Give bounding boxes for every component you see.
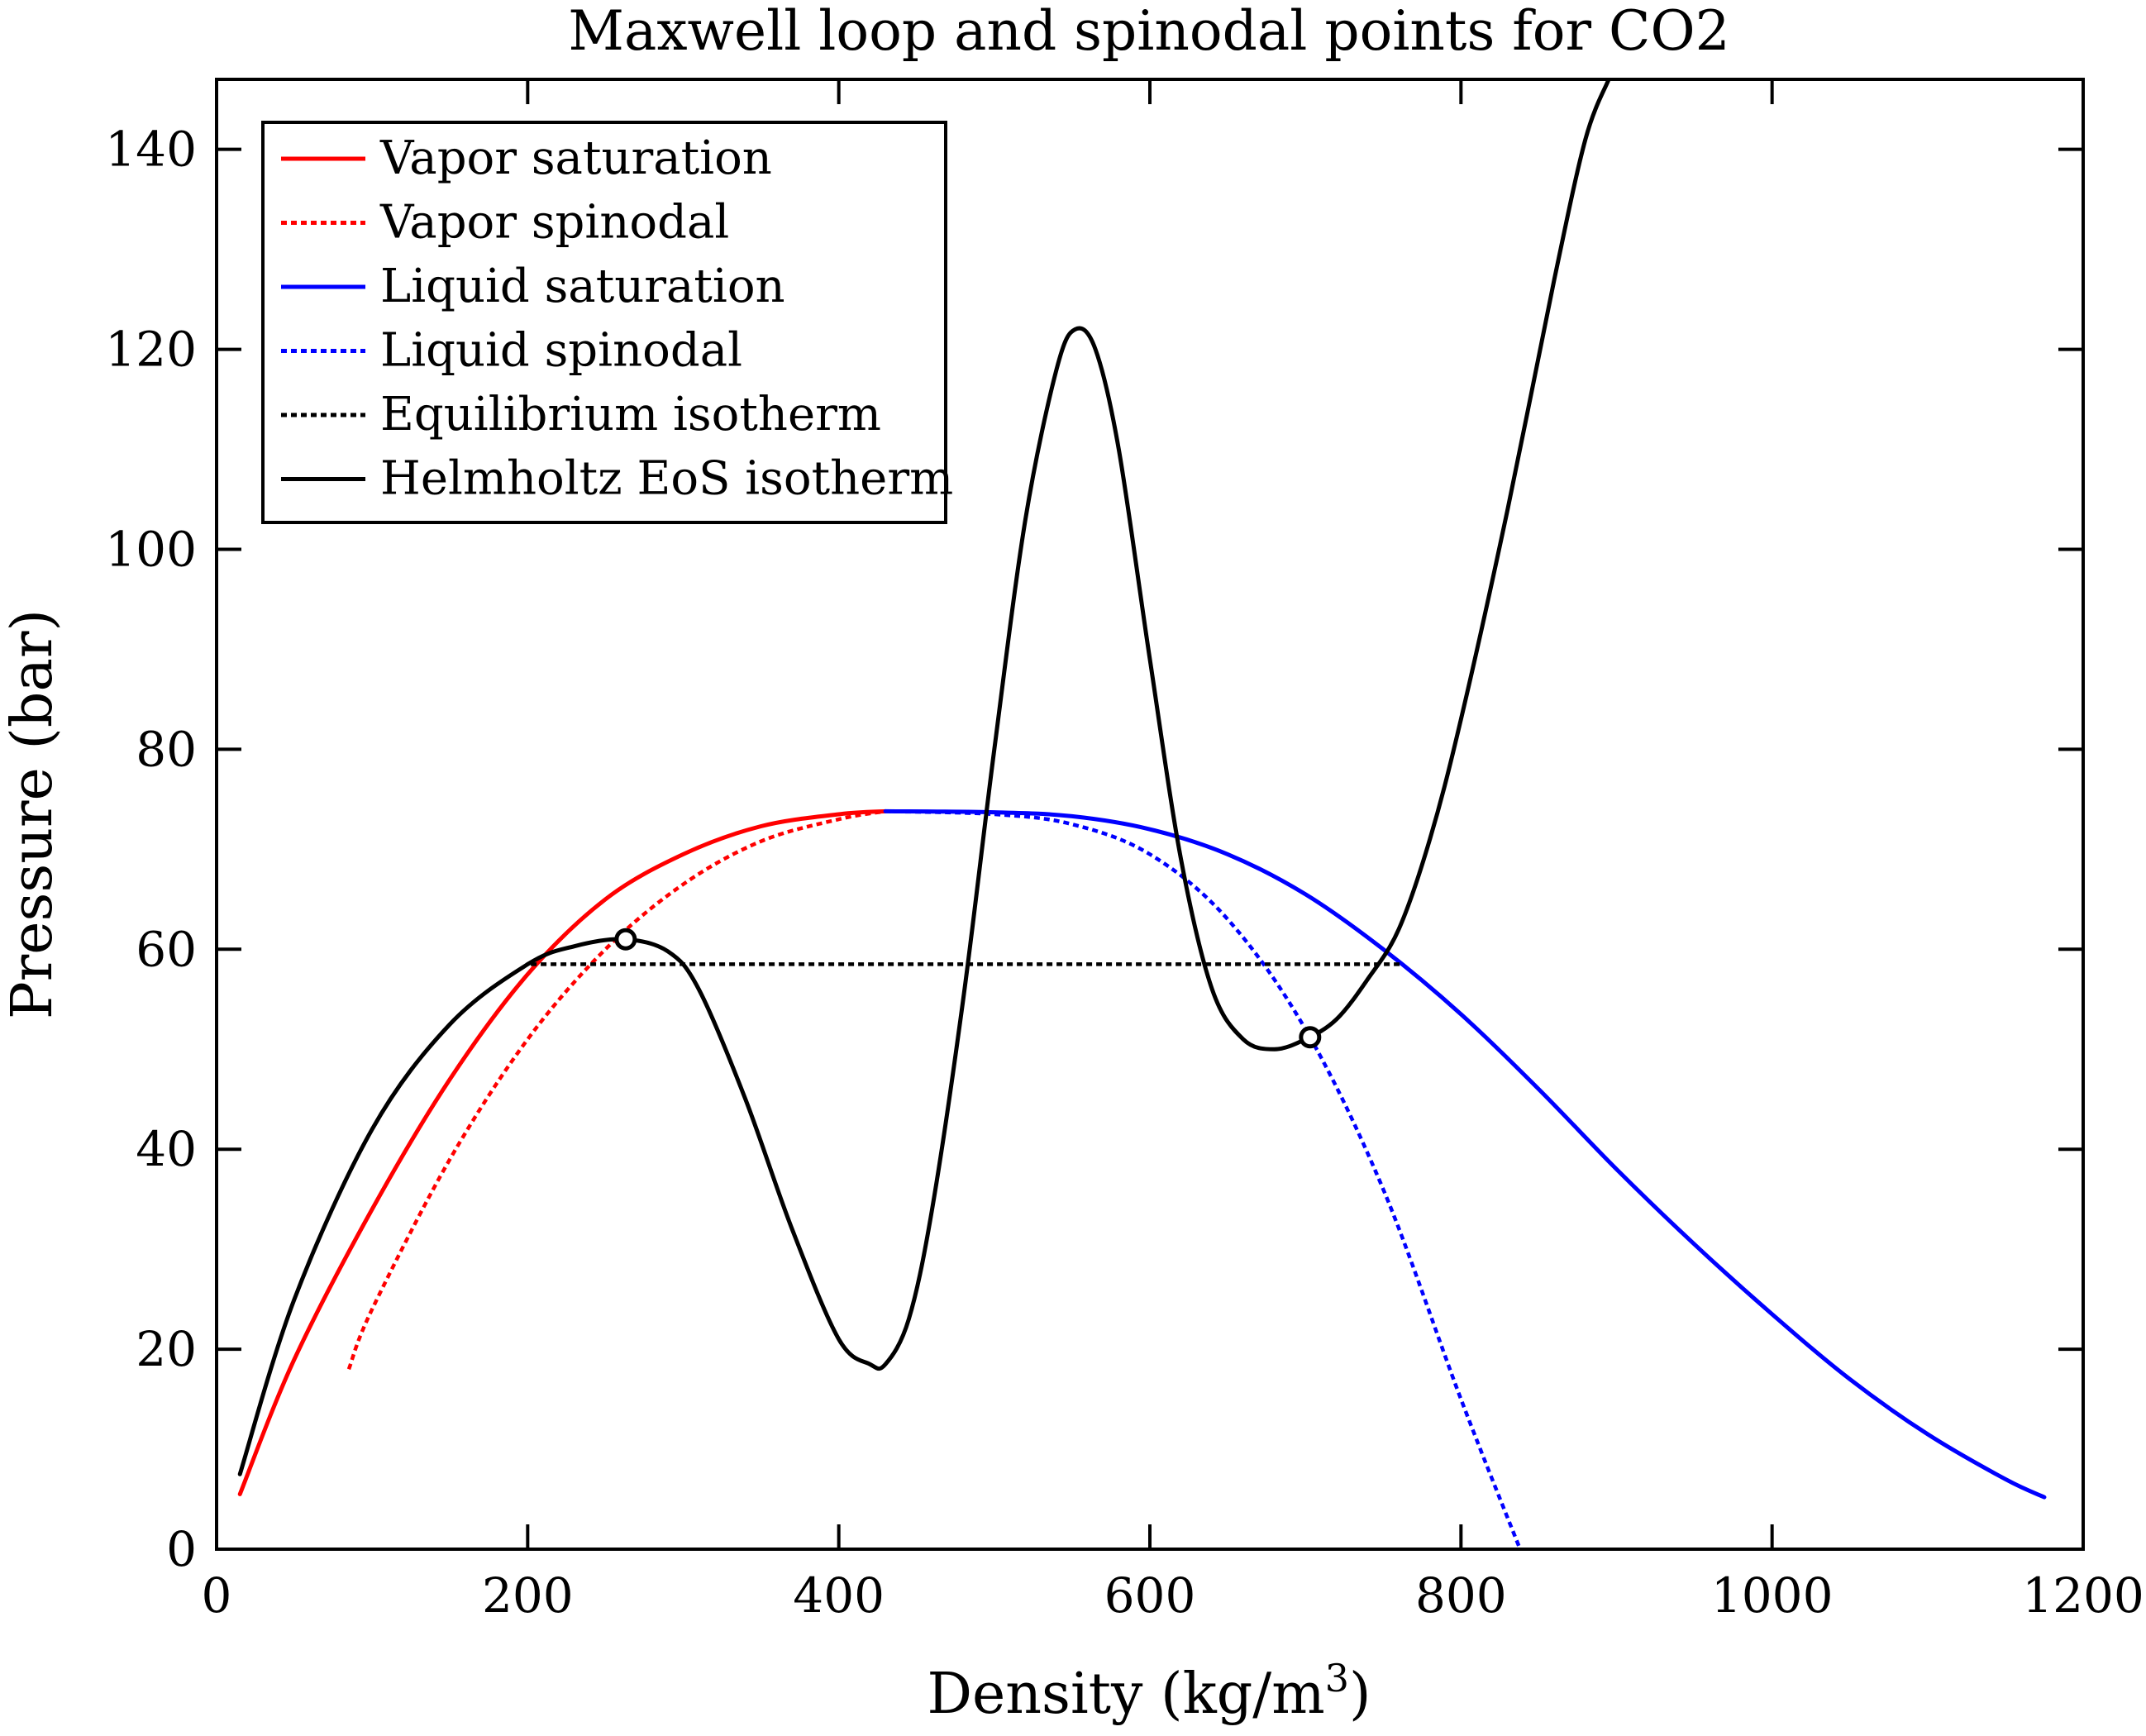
x-tick-label: 400 xyxy=(793,1567,885,1624)
x-axis-label-sup: 3 xyxy=(1325,1656,1349,1700)
y-tick-label: 140 xyxy=(105,122,197,178)
y-tick-label: 100 xyxy=(105,521,197,577)
chart-title: Maxwell loop and spinodal points for CO2 xyxy=(568,0,1729,63)
y-tick-label: 20 xyxy=(136,1321,197,1377)
x-tick-label: 1200 xyxy=(2022,1567,2144,1624)
legend-label-vapor-saturation: Vapor saturation xyxy=(379,131,772,185)
y-tick-label: 80 xyxy=(136,721,197,777)
x-tick-label: 600 xyxy=(1104,1567,1196,1624)
y-tick-label: 0 xyxy=(166,1521,197,1577)
x-tick-label: 1000 xyxy=(1711,1567,1834,1624)
x-tick-label: 200 xyxy=(482,1567,574,1624)
axis-ticks: 0 200 400 600 800 1000 1200 0 20 40 60 80 100 120 140 xyxy=(105,79,2144,1624)
marker-spinodal-point-vapor xyxy=(614,928,637,951)
series-line-liquid-spinodal xyxy=(885,809,1522,1549)
legend-label-liquid-spinodal: Liquid spinodal xyxy=(380,324,742,378)
legend-label-equilibrium-isotherm: Equilibrium isotherm xyxy=(380,388,881,441)
x-axis-label: Density (kg/m3) xyxy=(927,1656,1371,1727)
series-line-vapor-saturation xyxy=(237,808,888,1496)
legend-label-helmholtz-eos-isotherm: Helmholtz EoS isotherm xyxy=(380,452,953,506)
x-axis-label-close: ) xyxy=(1349,1662,1371,1727)
y-tick-label: 40 xyxy=(136,1121,197,1177)
legend-label-liquid-saturation: Liquid saturation xyxy=(380,260,785,313)
series-line-liquid-saturation xyxy=(883,808,2047,1500)
x-tick-label: 0 xyxy=(202,1567,232,1624)
y-tick-label: 60 xyxy=(136,921,197,977)
marker-spinodal-point-liquid xyxy=(1299,1026,1322,1049)
series-line-vapor-spinodal xyxy=(346,809,886,1371)
x-tick-label: 800 xyxy=(1415,1567,1507,1624)
x-axis-label-base: Density (kg/m xyxy=(927,1662,1324,1727)
plot-layer xyxy=(237,79,2047,1549)
y-tick-label: 120 xyxy=(105,322,197,378)
legend-box xyxy=(261,121,947,524)
legend: Vapor saturation Vapor spinodal Liquid sat… xyxy=(261,121,953,524)
y-axis-label: Pressure (bar) xyxy=(0,609,65,1019)
legend-label-vapor-spinodal: Vapor spinodal xyxy=(379,196,729,250)
